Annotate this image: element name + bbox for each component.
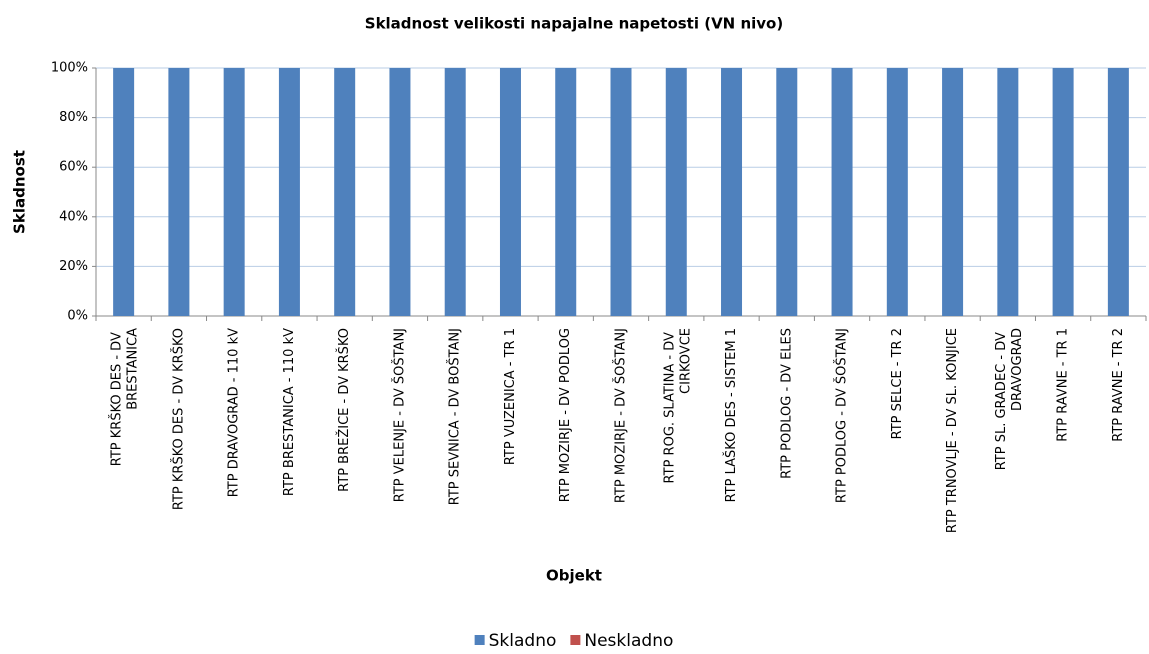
bar: [831, 68, 853, 316]
x-tick-label: RTP BRESTANICA - 110 kV: [282, 328, 297, 496]
legend-swatch: [474, 635, 485, 645]
bar: [389, 68, 411, 316]
bar: [278, 68, 300, 316]
x-tick-label: RTP BREŽICE - DV KRŠKO: [336, 328, 352, 492]
bar: [886, 68, 908, 316]
bar: [223, 68, 245, 316]
bar: [334, 68, 356, 316]
x-tick-label: RTP RAVNE - TR 1: [1056, 328, 1071, 442]
x-tick-label: RTP RAVNE - TR 2: [1111, 328, 1126, 442]
bar: [499, 68, 521, 316]
x-tick-label-line: RTP KRŠKO DES - DV: [108, 328, 124, 466]
x-tick-label: RTP SELCE - TR 2: [890, 328, 905, 439]
legend-item: Neskladno: [570, 631, 673, 651]
bar: [997, 68, 1019, 316]
x-tick-label: RTP PODLOG - DV ELES: [779, 328, 794, 479]
x-tick-label: RTP KRŠKO DES - DV BRESTANICA: [108, 328, 140, 466]
x-tick-label-line: CIRKOVCE: [678, 328, 693, 394]
bar: [1107, 68, 1129, 316]
bar: [721, 68, 743, 316]
bar: [113, 68, 135, 316]
x-tick-label: RTP LAŠKO DES - SISTEM 1: [723, 328, 739, 502]
y-tick-label: 60%: [59, 160, 88, 175]
x-tick-label-line: BRESTANICA: [125, 328, 140, 410]
bar: [942, 68, 964, 316]
x-tick-label-line: RTP SL. GRADEC - DV: [993, 328, 1008, 470]
x-tick-label: RTP ROG. SLATINA - DV CIRKOVCE: [662, 328, 693, 483]
x-tick-label: RTP PODLOG - DV ŠOŠTANJ: [834, 328, 850, 503]
x-tick-label: RTP SEVNICA - DV BOŠTANJ: [447, 328, 463, 505]
bar: [1052, 68, 1074, 316]
legend-item: Skladno: [474, 631, 557, 651]
bar: [665, 68, 687, 316]
bar: [444, 68, 466, 316]
x-tick-label: RTP DRAVOGRAD - 110 kV: [227, 328, 242, 497]
x-tick-label: RTP KRŠKO DES - DV KRŠKO: [170, 328, 186, 510]
y-tick-label: 0%: [67, 309, 88, 324]
x-tick-label: RTP VELENJE - DV ŠOŠTANJ: [391, 328, 407, 502]
bar: [555, 68, 577, 316]
bar: [776, 68, 798, 316]
legend-label: Skladno: [489, 631, 557, 651]
x-tick-label-line: RTP ROG. SLATINA - DV: [662, 328, 677, 483]
x-tick-label: RTP SL. GRADEC - DV DRAVOGRAD: [993, 328, 1024, 470]
y-tick-label: 20%: [59, 259, 88, 274]
x-axis-label: Objekt: [546, 567, 602, 585]
x-tick-label: RTP TRNOVLJE - DV SL. KONJICE: [945, 328, 960, 533]
x-tick-label: RTP MOZIRJE - DV ŠOŠTANJ: [613, 328, 629, 503]
y-tick-label: 80%: [59, 110, 88, 125]
legend-swatch: [570, 635, 581, 645]
chart-title: Skladnost velikosti napajalne napetosti …: [365, 15, 783, 33]
bar: [168, 68, 190, 316]
y-tick-label: 40%: [59, 209, 88, 224]
bar: [610, 68, 632, 316]
x-tick-label: RTP VUZENICA - TR 1: [503, 328, 518, 465]
x-tick-label: RTP MOZIRJE - DV PODLOG: [558, 328, 573, 502]
y-tick-label: 100%: [51, 61, 88, 76]
x-tick-label-line: DRAVOGRAD: [1009, 328, 1024, 411]
legend-label: Neskladno: [584, 631, 673, 651]
y-axis-label: Skladnost: [11, 150, 29, 234]
